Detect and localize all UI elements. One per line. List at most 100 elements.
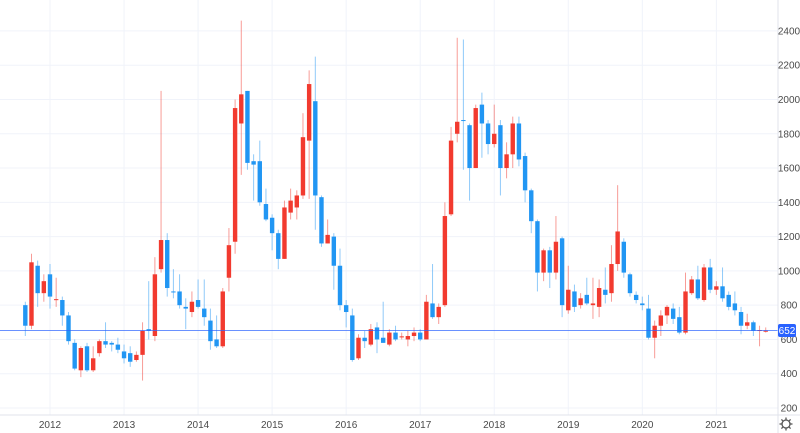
candle-2016-06 [374,322,380,354]
candle-2015-04 [288,188,293,220]
candle-body [418,332,423,340]
time-tick-label: 2013 [113,420,136,431]
candle-body [325,234,330,244]
candle-body [146,329,151,331]
candle-body [763,330,768,332]
price-tick-label: 2000 [778,95,800,106]
candle-2014-12 [263,188,269,222]
candle-2012-03 [60,296,65,326]
candle-2018-12 [559,236,565,318]
candle-body [467,125,472,169]
candle-body [393,332,398,340]
candle-2015-08 [313,56,318,230]
candle-body [239,94,244,124]
candle-body [41,281,47,294]
candle-body [374,327,380,340]
candle-2015-01 [269,214,275,251]
candle-body [405,336,411,340]
candle-body [319,197,324,244]
time-tick-label: 2018 [483,420,506,431]
candle-body [720,286,725,299]
candle-body [535,221,540,273]
candle-2017-11 [479,92,485,158]
candle-body [701,267,707,301]
candle-body [590,303,596,306]
price-axis[interactable]: 200 400 600 800 1000 1200 1400 1600 1800 2000 2200… [778,26,800,414]
candle-body [689,279,694,294]
candle-body [183,306,188,309]
candle-2018-02 [498,120,503,196]
candle-body [399,336,404,338]
candle-2012-04 [66,312,71,345]
candle-body [60,300,65,316]
time-tick-label: 2015 [261,420,284,431]
candle-2017-05 [442,202,448,307]
candle-2019-06 [596,279,602,318]
price-tick-label: 800 [781,301,798,312]
candle-2013-01 [121,344,127,364]
candle-2019-01 [566,265,571,314]
candle-body [658,315,664,326]
candles [23,20,768,381]
candle-2012-11 [109,341,114,352]
candle-2013-05 [146,281,151,340]
price-tick-label: 1000 [778,266,800,277]
candle-2011-10 [29,253,34,330]
candle-body [97,341,102,354]
candle-body [158,240,164,270]
candle-body [251,161,256,165]
candle-2014-02 [202,279,207,326]
candle-body [578,298,583,306]
gear-icon[interactable] [779,417,793,431]
candle-body [115,344,121,350]
candle-2017-07 [455,37,460,143]
candle-2016-11 [405,330,411,347]
candle-2013-02 [128,346,133,367]
candle-body [276,233,281,259]
candle-body [109,342,114,345]
candle-body [670,308,676,319]
candle-2015-09 [319,195,324,247]
candle-2018-11 [553,216,559,280]
candle-2020-07 [677,306,682,335]
candle-2019-12 [633,291,639,304]
candle-2021-08 [757,325,762,347]
price-tick-label: 2200 [778,61,800,72]
candle-body [745,322,750,326]
candle-body [473,108,478,169]
candle-2021-05 [738,306,744,335]
candle-body [337,265,343,306]
last-price-badge [778,324,796,338]
candle-body [522,156,528,191]
candle-2013-06 [152,257,158,342]
candle-body [362,337,367,342]
candle-body [350,315,355,361]
candle-2014-01 [195,279,201,309]
candle-2021-02 [720,267,725,302]
candle-body [84,346,90,371]
candle-2016-08 [387,329,392,347]
candle-2020-05 [664,305,670,325]
candle-2014-05 [220,288,225,349]
candle-2012-06 [78,346,84,378]
candle-2021-03 [726,291,731,311]
price-tick-label: 200 [781,404,798,415]
candle-2016-12 [411,327,417,342]
candle-body [214,339,219,347]
candle-body [66,315,71,342]
candle-2014-06 [226,228,232,292]
candle-2015-02 [276,229,281,270]
time-tick-label: 2019 [557,420,580,431]
candle-body [664,306,670,316]
candle-body [356,337,361,359]
candle-body [553,241,559,273]
candle-body [78,348,84,371]
time-axis[interactable]: 2012 2013 2014 2015 2016 2017 2018 2019 2020 2021 [39,420,728,431]
candle-body [596,288,602,307]
candle-body [90,358,96,371]
candle-2018-07 [529,188,534,234]
price-tick-label: 600 [781,335,798,346]
candle-body [732,303,738,311]
candle-2011-12 [41,274,47,302]
